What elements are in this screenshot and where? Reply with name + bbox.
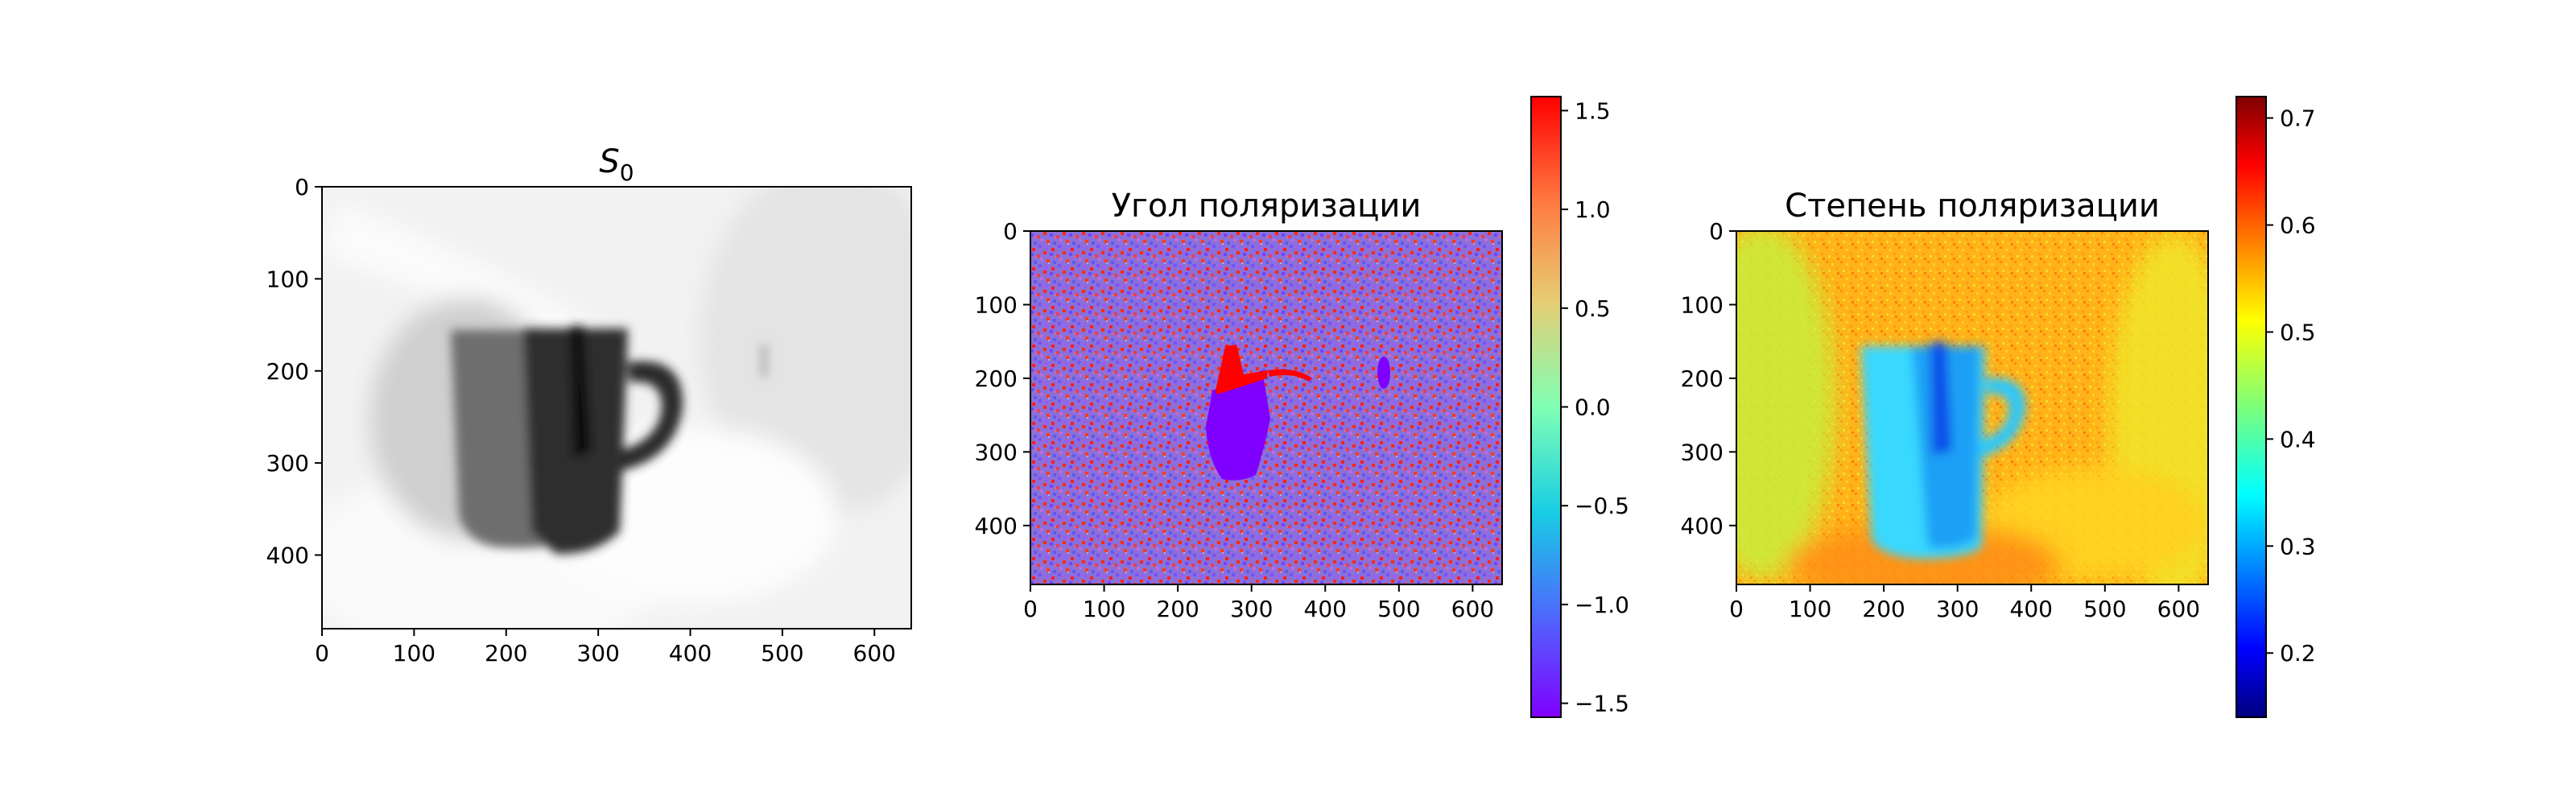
y-tick-label: 300 <box>1681 439 1724 465</box>
y-tick-label: 200 <box>266 358 309 385</box>
x-tick-label: 0 <box>315 640 329 667</box>
x-tick-label: 0 <box>1729 596 1744 622</box>
colorbar-tick-label: 0.0 <box>1575 394 1611 421</box>
y-tick-label: 100 <box>266 266 309 292</box>
colorbar-tick-label: 0.5 <box>1575 295 1611 322</box>
x-tick-label: 100 <box>1789 596 1831 622</box>
colorbar-tick-label: 0.3 <box>2280 533 2316 559</box>
x-tick-label: 600 <box>1451 596 1494 622</box>
y-tick-label: 300 <box>975 439 1018 465</box>
plot-frame-2 <box>1030 230 1503 585</box>
title-s0-subscript: 0 <box>620 159 634 186</box>
axes-2: 0 100 200 300 400 500 600 0 100 200 300 400 <box>975 218 1495 622</box>
y-tick-label: 200 <box>975 365 1018 392</box>
colorbar-angle <box>1530 96 1562 718</box>
x-tick-label: 100 <box>1083 596 1125 622</box>
y-tick-label: 400 <box>266 543 309 569</box>
y-tick-label: 400 <box>1681 513 1724 539</box>
subplot-3-title: Степень поляризации <box>1785 188 2160 225</box>
subplot-1-title: S0 <box>599 143 634 186</box>
y-tick-label: 100 <box>975 291 1018 318</box>
colorbar-tick-label: 0.2 <box>2280 640 2316 667</box>
image-s0 <box>322 187 911 629</box>
y-tick-label: 400 <box>975 513 1018 539</box>
image-degree <box>1736 231 2208 584</box>
plot-frame-1 <box>321 186 912 630</box>
colorbar-degree <box>2235 96 2267 718</box>
y-tick-label: 0 <box>295 174 309 200</box>
x-tick-label: 400 <box>2010 596 2053 622</box>
image-angle <box>1030 231 1502 584</box>
x-tick-label: 400 <box>1304 596 1347 622</box>
y-tick-label: 100 <box>1681 291 1724 318</box>
x-tick-label: 600 <box>2157 596 2200 622</box>
subplot-2-title: Угол поляризации <box>1112 188 1422 225</box>
x-tick-label: 300 <box>576 640 619 667</box>
x-tick-label: 200 <box>1862 596 1905 622</box>
colorbar-tick-label: 0.6 <box>2280 213 2316 239</box>
x-tick-label: 500 <box>1377 596 1420 622</box>
axes-1: 0 100 200 300 400 500 600 0 100 200 300 400 <box>266 174 896 667</box>
colorbar-tick-label: −1.5 <box>1575 691 1629 717</box>
colorbar-tick-label: 0.7 <box>2280 105 2316 132</box>
colorbar-tick-label: 0.4 <box>2280 426 2316 452</box>
x-tick-label: 600 <box>853 640 896 667</box>
colorbar-tick-label: 0.5 <box>2280 319 2316 345</box>
plot-frame-3 <box>1736 230 2209 585</box>
colorbar-tick-label: 1.5 <box>1575 97 1611 124</box>
axes-3: 0 100 200 300 400 500 600 0 100 200 300 400 <box>1681 218 2201 622</box>
colorbar-tick-label: −1.0 <box>1575 592 1629 618</box>
y-tick-label: 300 <box>266 450 309 477</box>
colorbar-degree-ticks: 0.2 0.3 0.4 0.5 0.6 0.7 <box>2266 105 2316 667</box>
x-tick-label: 300 <box>1936 596 1979 622</box>
x-tick-label: 100 <box>393 640 436 667</box>
y-tick-label: 200 <box>1681 365 1724 392</box>
title-s0-base: S <box>599 143 619 180</box>
x-tick-label: 500 <box>761 640 803 667</box>
colorbar-angle-ticks: −1.5 −1.0 −0.5 0.0 0.5 1.0 1.5 <box>1561 97 1629 717</box>
colorbar-tick-label: 1.0 <box>1575 196 1611 223</box>
y-tick-label: 0 <box>1003 218 1018 245</box>
x-tick-label: 200 <box>1156 596 1199 622</box>
colorbar-tick-label: −0.5 <box>1575 493 1629 519</box>
y-tick-label: 0 <box>1709 218 1724 245</box>
x-tick-label: 200 <box>485 640 527 667</box>
x-tick-label: 0 <box>1023 596 1038 622</box>
x-tick-label: 500 <box>2083 596 2126 622</box>
x-tick-label: 400 <box>669 640 712 667</box>
x-tick-label: 300 <box>1230 596 1273 622</box>
subplot-degree: Степень поляризации 0 100 200 300 400 500 6000… <box>1681 96 2316 718</box>
subplot-angle: Угол поляризации 0 100 200 300 400 500 600 0 100… <box>975 96 1629 718</box>
